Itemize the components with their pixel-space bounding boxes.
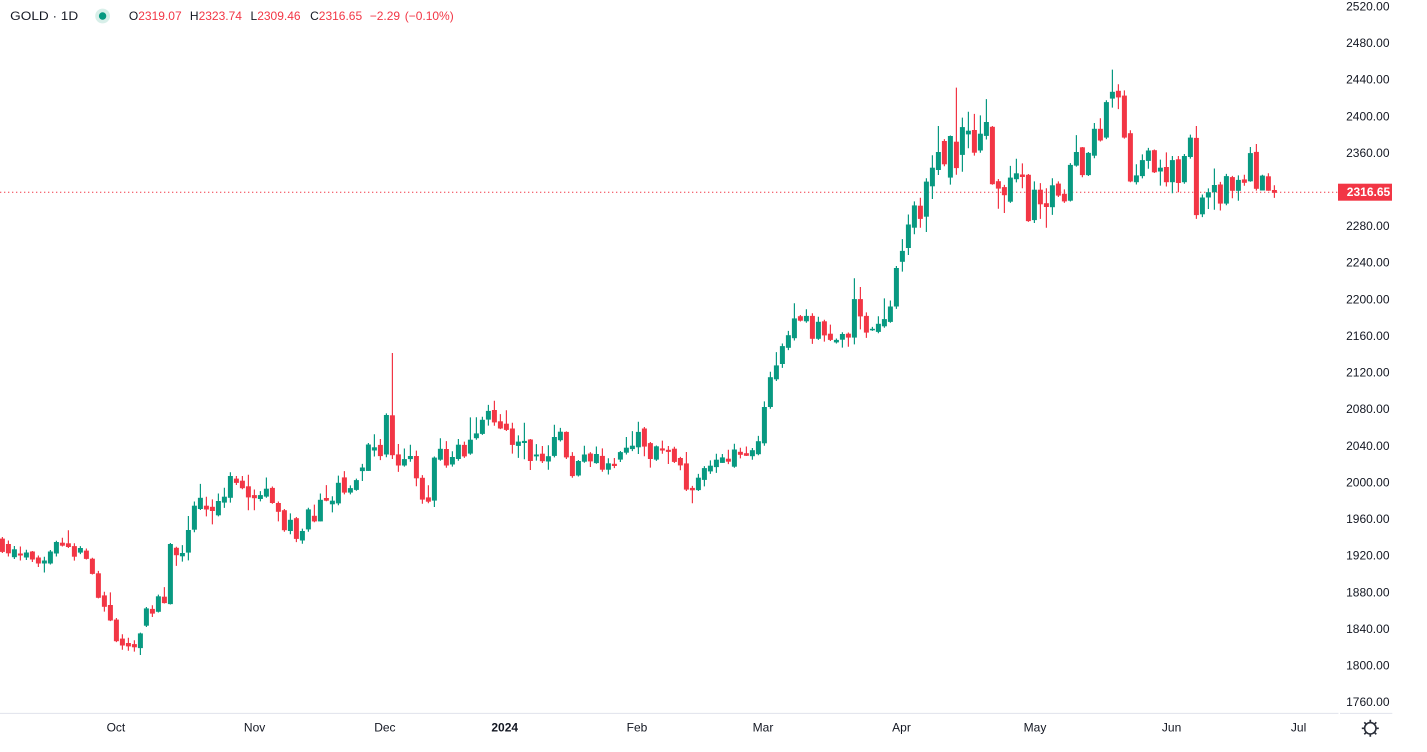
svg-text:2000.00: 2000.00 [1346,475,1390,489]
svg-text:O2319.07: O2319.07 [129,9,182,23]
svg-text:2040.00: 2040.00 [1346,439,1390,453]
svg-text:1880.00: 1880.00 [1346,585,1390,599]
svg-text:C2316.65: C2316.65 [310,9,362,23]
svg-text:Jun: Jun [1162,721,1181,735]
svg-text:(−0.10%): (−0.10%) [405,9,454,23]
svg-text:2400.00: 2400.00 [1346,109,1390,123]
svg-text:Feb: Feb [627,721,648,735]
svg-text:2080.00: 2080.00 [1346,402,1390,416]
svg-text:2440.00: 2440.00 [1346,73,1390,87]
svg-text:2200.00: 2200.00 [1346,292,1390,306]
svg-text:Apr: Apr [892,721,911,735]
svg-text:May: May [1024,721,1047,735]
svg-text:1960.00: 1960.00 [1346,512,1390,526]
svg-text:2240.00: 2240.00 [1346,256,1390,270]
svg-text:2280.00: 2280.00 [1346,219,1390,233]
svg-text:GOLD · 1D: GOLD · 1D [10,9,78,23]
svg-text:2024: 2024 [491,721,518,735]
svg-text:1800.00: 1800.00 [1346,659,1390,673]
svg-text:2480.00: 2480.00 [1346,36,1390,50]
svg-text:Jul: Jul [1291,721,1306,735]
svg-text:2520.00: 2520.00 [1346,0,1390,13]
svg-text:1760.00: 1760.00 [1346,695,1390,709]
svg-text:1840.00: 1840.00 [1346,622,1390,636]
svg-text:−2.29: −2.29 [370,9,401,23]
svg-text:Oct: Oct [107,721,126,735]
svg-text:2160.00: 2160.00 [1346,329,1390,343]
svg-text:Nov: Nov [244,721,265,735]
svg-text:Mar: Mar [753,721,774,735]
svg-text:Dec: Dec [374,721,395,735]
svg-text:2360.00: 2360.00 [1346,146,1390,160]
svg-text:2120.00: 2120.00 [1346,366,1390,380]
svg-text:2316.65: 2316.65 [1347,185,1391,199]
svg-text:1920.00: 1920.00 [1346,549,1390,563]
svg-text:H2323.74: H2323.74 [190,9,242,23]
svg-text:L2309.46: L2309.46 [251,9,301,23]
